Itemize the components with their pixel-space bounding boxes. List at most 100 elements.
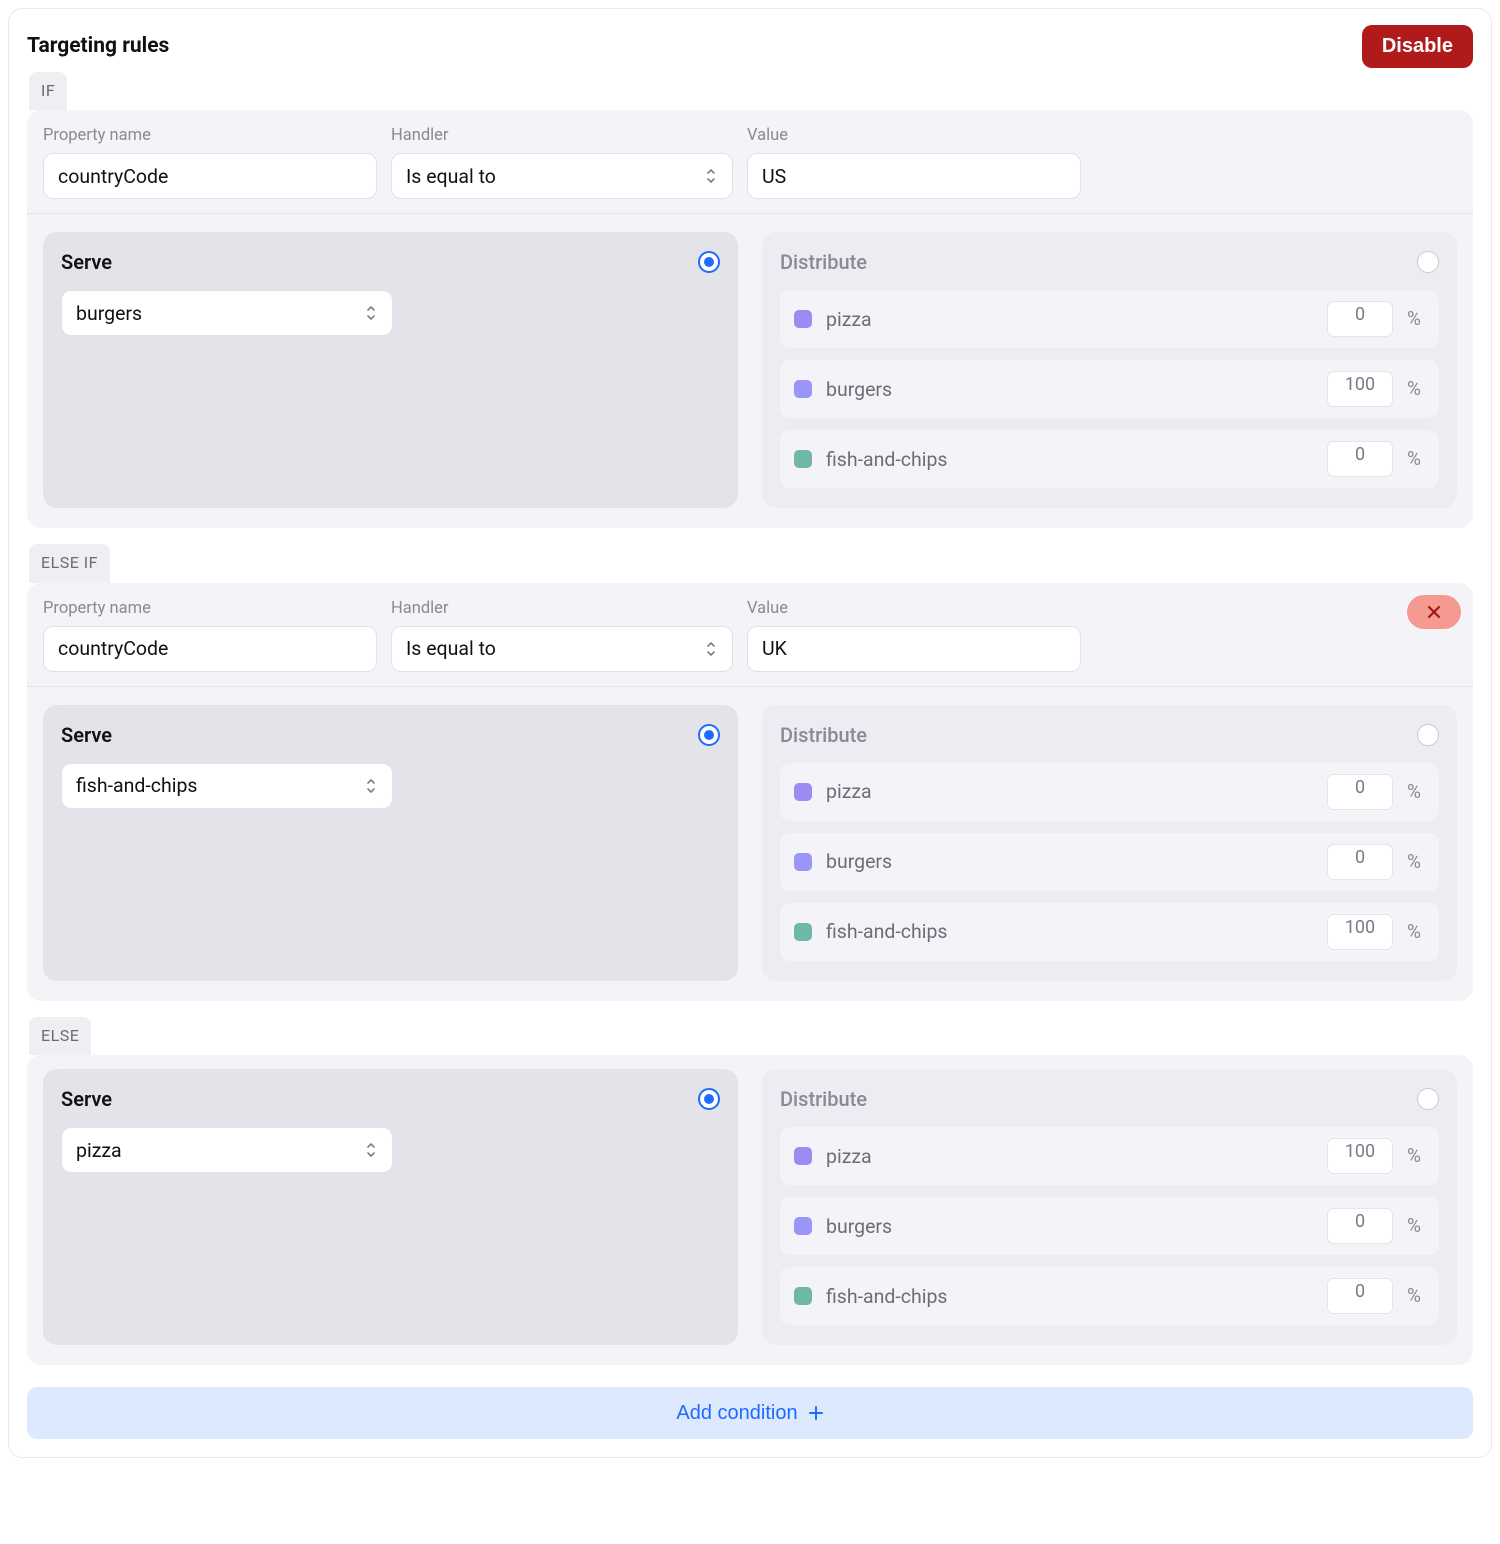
serve-title: Serve — [61, 1085, 112, 1113]
variant-label: pizza — [826, 306, 1313, 333]
variant-label: fish-and-chips — [826, 918, 1313, 945]
card-header: Targeting rules Disable — [27, 25, 1473, 68]
serve-radio[interactable] — [698, 1088, 720, 1110]
value-label: Value — [747, 124, 1081, 147]
percentage-input[interactable]: 0 — [1327, 774, 1393, 810]
condition-row: Property name countryCode Handler Is equal … — [43, 124, 1457, 199]
property-name-input[interactable]: countryCode — [43, 626, 377, 672]
distribution-row: burgers 0% — [780, 1197, 1439, 1255]
serve-value-select[interactable]: fish-and-chips — [61, 763, 393, 809]
handler-label: Handler — [391, 597, 733, 620]
distribute-title: Distribute — [780, 248, 867, 276]
variant-label: fish-and-chips — [826, 1283, 1313, 1310]
distribute-panel: Distributepizza100%burgers0%fish-and-chi… — [762, 1069, 1457, 1345]
percentage-input[interactable]: 0 — [1327, 1208, 1393, 1244]
rule-block: Property name countryCode Handler Is equal … — [27, 583, 1473, 1001]
serve-panel: Serve pizza — [43, 1069, 738, 1345]
distribute-radio[interactable] — [1417, 251, 1439, 273]
variant-swatch — [794, 1147, 812, 1165]
value-input[interactable]: UK — [747, 626, 1081, 672]
add-condition-label: Add condition — [676, 1402, 797, 1425]
variant-label: burgers — [826, 376, 1313, 403]
percentage-input[interactable]: 0 — [1327, 844, 1393, 880]
serve-title: Serve — [61, 721, 112, 749]
percent-sign: % — [1407, 1213, 1425, 1240]
targeting-rules-card: Targeting rules Disable IF Property name c… — [8, 8, 1492, 1458]
condition-row: Property name countryCode Handler Is equal … — [43, 597, 1457, 672]
plus-icon — [808, 1405, 824, 1421]
rule-chip: ELSE IF — [29, 544, 110, 582]
variant-label: burgers — [826, 1213, 1313, 1240]
variant-swatch — [794, 853, 812, 871]
distribute-radio[interactable] — [1417, 1088, 1439, 1110]
percent-sign: % — [1407, 1283, 1425, 1310]
remove-rule-button[interactable] — [1407, 595, 1461, 629]
variant-swatch — [794, 1287, 812, 1305]
value-label: Value — [747, 597, 1081, 620]
serve-panel: Serve burgers — [43, 232, 738, 508]
percentage-input[interactable]: 0 — [1327, 1278, 1393, 1314]
percent-sign: % — [1407, 376, 1425, 403]
distribution-row: fish-and-chips 0% — [780, 430, 1439, 488]
property-name-label: Property name — [43, 597, 377, 620]
percent-sign: % — [1407, 849, 1425, 876]
percent-sign: % — [1407, 446, 1425, 473]
serve-value-select[interactable]: pizza — [61, 1127, 393, 1173]
distribute-panel: Distributepizza0%burgers100%fish-and-chi… — [762, 232, 1457, 508]
distribution-row: burgers 0% — [780, 833, 1439, 891]
close-icon — [1426, 604, 1442, 620]
distribute-radio[interactable] — [1417, 724, 1439, 746]
variant-label: pizza — [826, 1143, 1313, 1170]
distribute-title: Distribute — [780, 1085, 867, 1113]
handler-label: Handler — [391, 124, 733, 147]
variant-label: fish-and-chips — [826, 446, 1313, 473]
chevron-up-down-icon — [364, 1140, 378, 1160]
chevron-up-down-icon — [364, 776, 378, 796]
property-name-input[interactable]: countryCode — [43, 153, 377, 199]
serve-title: Serve — [61, 248, 112, 276]
variant-swatch — [794, 380, 812, 398]
distribution-row: burgers 100% — [780, 360, 1439, 418]
percent-sign: % — [1407, 306, 1425, 333]
percentage-input[interactable]: 0 — [1327, 441, 1393, 477]
variant-label: burgers — [826, 848, 1313, 875]
distribution-row: pizza 0% — [780, 290, 1439, 348]
distribution-row: fish-and-chips 100% — [780, 903, 1439, 961]
serve-radio[interactable] — [698, 251, 720, 273]
rule-block: ServepizzaDistributepizza100%burgers0%fi… — [27, 1055, 1473, 1365]
disable-button[interactable]: Disable — [1362, 25, 1473, 68]
variant-label: pizza — [826, 778, 1313, 805]
serve-radio[interactable] — [698, 724, 720, 746]
page-title: Targeting rules — [27, 32, 169, 61]
handler-select[interactable]: Is equal to — [391, 153, 733, 199]
distribute-panel: Distributepizza0%burgers0%fish-and-chips… — [762, 705, 1457, 981]
percent-sign: % — [1407, 919, 1425, 946]
property-name-label: Property name — [43, 124, 377, 147]
variant-swatch — [794, 450, 812, 468]
distribution-row: pizza 100% — [780, 1127, 1439, 1185]
divider — [27, 213, 1473, 214]
serve-panel: Serve fish-and-chips — [43, 705, 738, 981]
handler-select[interactable]: Is equal to — [391, 626, 733, 672]
chevron-up-down-icon — [704, 639, 718, 659]
variant-swatch — [794, 783, 812, 801]
variant-swatch — [794, 310, 812, 328]
percentage-input[interactable]: 100 — [1327, 914, 1393, 950]
rule-chip: IF — [29, 72, 67, 110]
value-input[interactable]: US — [747, 153, 1081, 199]
percentage-input[interactable]: 100 — [1327, 1138, 1393, 1174]
variant-swatch — [794, 1217, 812, 1235]
percent-sign: % — [1407, 1143, 1425, 1170]
percent-sign: % — [1407, 779, 1425, 806]
distribution-row: pizza 0% — [780, 763, 1439, 821]
chevron-up-down-icon — [364, 303, 378, 323]
percentage-input[interactable]: 0 — [1327, 301, 1393, 337]
variant-swatch — [794, 923, 812, 941]
rule-block: Property name countryCode Handler Is equal … — [27, 110, 1473, 528]
distribute-title: Distribute — [780, 721, 867, 749]
serve-value-select[interactable]: burgers — [61, 290, 393, 336]
distribution-row: fish-and-chips 0% — [780, 1267, 1439, 1325]
add-condition-button[interactable]: Add condition — [27, 1387, 1473, 1439]
percentage-input[interactable]: 100 — [1327, 371, 1393, 407]
divider — [27, 686, 1473, 687]
